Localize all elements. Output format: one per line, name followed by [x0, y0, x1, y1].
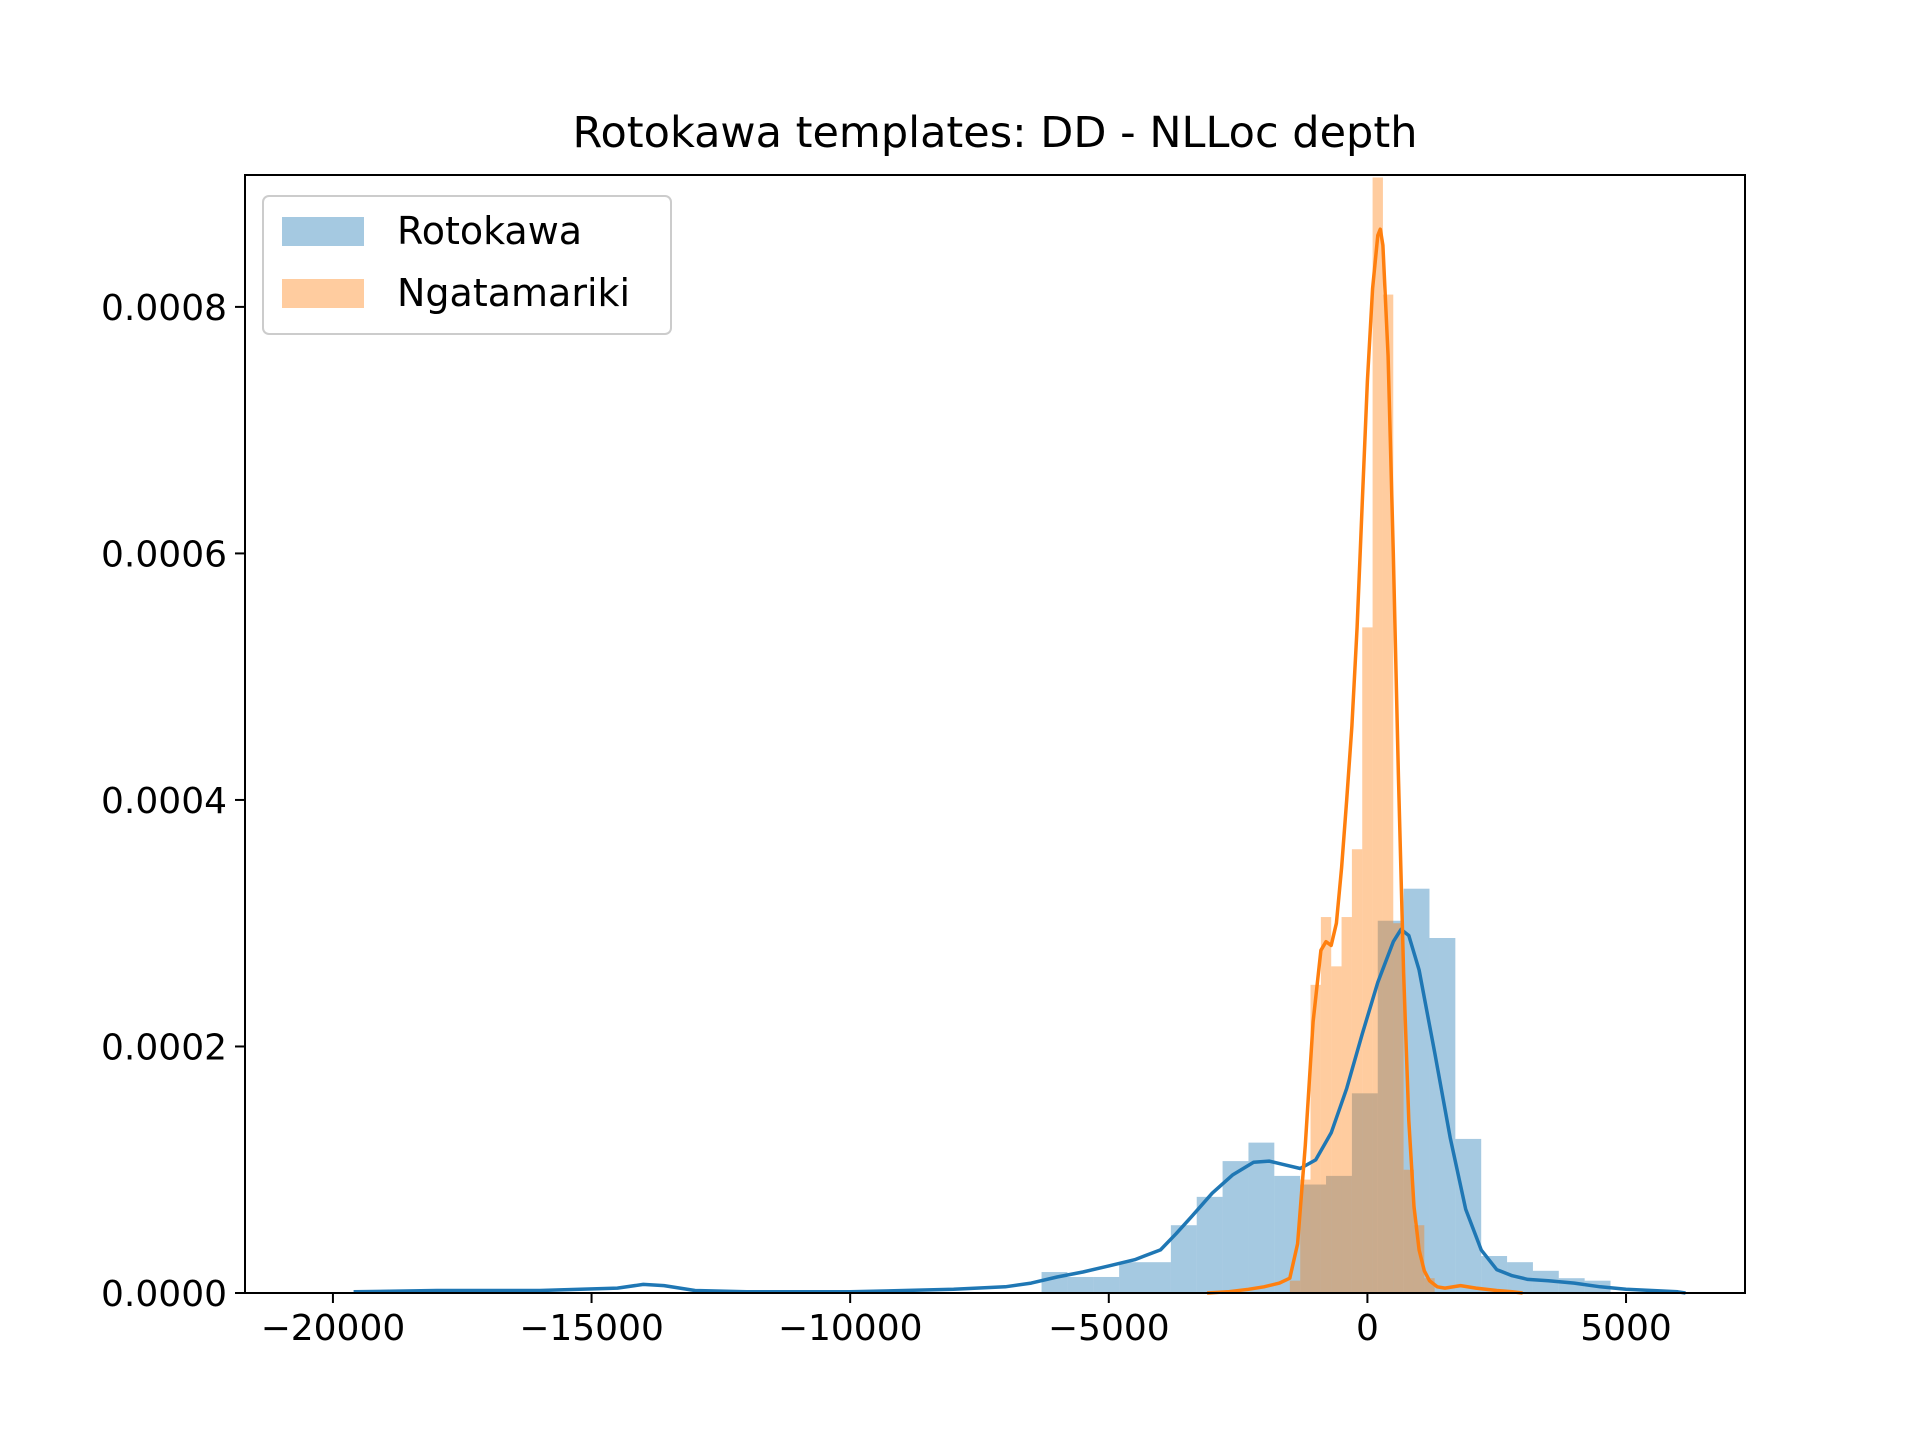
hist-bar-rotokawa — [1326, 1175, 1352, 1293]
hist-bar-ngatamariki — [1341, 917, 1352, 1293]
hist-bar-ngatamariki — [1300, 1179, 1311, 1293]
x-tick-label: −10000 — [778, 1308, 923, 1349]
kde-line-rotokawa — [353, 927, 1686, 1295]
legend-swatch-ngatamariki — [282, 279, 364, 308]
hist-bar-rotokawa — [1248, 1142, 1275, 1293]
y-tick-label: 0.0008 — [101, 288, 227, 329]
legend-frame — [262, 195, 672, 335]
y-tick-label: 0.0002 — [101, 1027, 227, 1068]
hist-bar-rotokawa — [1093, 1276, 1120, 1293]
kde-line-ngatamariki — [1206, 227, 1523, 1295]
x-tick-label: 0 — [1356, 1308, 1379, 1349]
hist-bar-rotokawa — [1351, 1093, 1378, 1293]
hist-bar-rotokawa — [1067, 1276, 1094, 1293]
hist-bar-ngatamariki — [1413, 1225, 1425, 1293]
hist-bar-ngatamariki — [1310, 984, 1321, 1293]
x-tick-label: −20000 — [261, 1308, 406, 1349]
hist-bar-ngatamariki — [1320, 917, 1332, 1293]
hist-bar-ngatamariki — [1289, 1280, 1301, 1293]
legend: Rotokawa Ngatamariki — [262, 195, 672, 335]
histogram-ngatamariki — [1289, 177, 1435, 1293]
hist-bar-rotokawa — [1481, 1256, 1508, 1293]
x-axis: −20000 −15000 −10000 −5000 0 5000 — [261, 1293, 1672, 1349]
y-tick-label: 0.0006 — [101, 534, 227, 575]
chart-title: Rotokawa templates: DD - NLLoc depth — [573, 108, 1418, 158]
hist-bar-rotokawa — [1377, 920, 1404, 1293]
legend-label-rotokawa: Rotokawa — [397, 209, 582, 253]
hist-bar-ngatamariki — [1382, 294, 1394, 1293]
histogram-rotokawa — [1041, 888, 1611, 1293]
axes-frame — [244, 174, 1746, 1294]
hist-bar-ngatamariki — [1403, 1169, 1414, 1293]
hist-bar-rotokawa — [1274, 1175, 1301, 1293]
hist-bar-ngatamariki — [1362, 627, 1373, 1293]
hist-bar-rotokawa — [1196, 1196, 1223, 1293]
legend-swatch-rotokawa — [282, 217, 364, 246]
plot-area — [353, 177, 1686, 1295]
x-tick-label: −15000 — [519, 1308, 664, 1349]
legend-label-ngatamariki: Ngatamariki — [397, 271, 630, 315]
hist-bar-rotokawa — [1145, 1262, 1171, 1293]
hist-bar-ngatamariki — [1351, 849, 1363, 1293]
y-axis: 0.0000 0.0002 0.0004 0.0006 0.0008 — [101, 288, 245, 1315]
hist-bar-ngatamariki — [1372, 177, 1383, 1293]
y-tick-label: 0.0004 — [101, 781, 227, 822]
hist-bar-rotokawa — [1300, 1184, 1327, 1293]
hist-bar-ngatamariki — [1331, 966, 1342, 1293]
hist-bar-ngatamariki — [1424, 1278, 1435, 1293]
hist-bar-rotokawa — [1222, 1161, 1249, 1293]
x-tick-label: −5000 — [1048, 1308, 1170, 1349]
x-tick-label: 5000 — [1580, 1308, 1672, 1349]
hist-bar-ngatamariki — [1393, 923, 1404, 1293]
hist-bar-rotokawa — [1119, 1262, 1145, 1293]
y-tick-label: 0.0000 — [101, 1274, 227, 1315]
hist-bar-rotokawa — [1429, 938, 1456, 1293]
